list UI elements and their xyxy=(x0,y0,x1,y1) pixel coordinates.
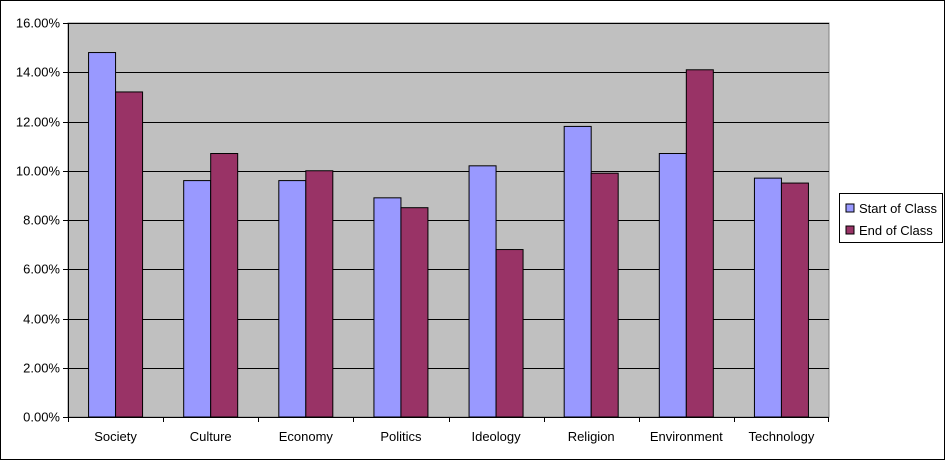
bar-start-of-class xyxy=(88,52,117,418)
bar-start-of-class xyxy=(183,180,212,418)
bar-start-of-class xyxy=(468,165,497,418)
legend xyxy=(839,193,943,243)
y-tick-label: 6.00% xyxy=(23,262,60,277)
x-tick-label: Economy xyxy=(279,429,334,444)
x-tick-label: Religion xyxy=(568,429,615,444)
bar-start-of-class xyxy=(373,197,402,418)
x-tick-label: Society xyxy=(94,429,137,444)
x-tick-label: Culture xyxy=(190,429,232,444)
bar-end-of-class xyxy=(115,91,144,418)
y-tick-label: 12.00% xyxy=(16,115,61,130)
y-tick-label: 14.00% xyxy=(16,65,61,80)
legend-swatch xyxy=(845,203,855,213)
legend-swatch xyxy=(845,225,855,235)
bar-end-of-class xyxy=(305,170,334,418)
legend-label: End of Class xyxy=(859,223,933,238)
y-tick-label: 16.00% xyxy=(16,16,61,31)
y-tick-label: 4.00% xyxy=(23,312,60,327)
bar-end-of-class xyxy=(210,153,239,418)
bar-start-of-class xyxy=(658,153,687,418)
y-tick-label: 0.00% xyxy=(23,410,60,425)
bar-end-of-class xyxy=(495,249,524,418)
x-tick-label: Environment xyxy=(650,429,723,444)
x-tick-label: Technology xyxy=(749,429,815,444)
x-tick-label: Ideology xyxy=(471,429,521,444)
bar-start-of-class xyxy=(563,125,592,418)
y-tick-label: 10.00% xyxy=(16,164,61,179)
legend-label: Start of Class xyxy=(859,201,938,216)
bar-start-of-class xyxy=(753,177,782,418)
bar-end-of-class xyxy=(400,207,429,418)
y-tick-label: 2.00% xyxy=(23,361,60,376)
y-tick-label: 8.00% xyxy=(23,213,60,228)
bar-end-of-class xyxy=(590,172,619,418)
bar-end-of-class xyxy=(780,182,809,418)
bar-start-of-class xyxy=(278,180,307,418)
bar-end-of-class xyxy=(685,69,714,418)
x-tick-label: Politics xyxy=(380,429,422,444)
